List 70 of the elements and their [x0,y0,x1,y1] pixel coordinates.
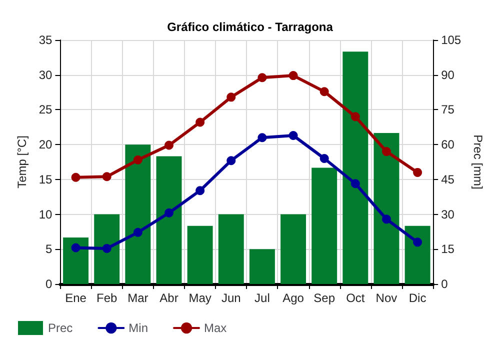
bar [218,214,244,284]
bar [125,144,151,284]
y2-axis-title: Prec [mm] [471,134,485,190]
point [413,238,422,247]
y-tick-label: 20 [38,138,53,152]
bar [374,132,400,284]
point [350,112,360,122]
point [258,73,267,82]
x-tick-label: Dic [408,291,426,305]
y-tick-label: 15 [38,172,53,186]
y2-tick-label: 45 [441,172,455,186]
point [288,71,298,80]
x-tick-label: Nov [376,291,398,305]
point [71,243,80,252]
x-tick-label: May [188,291,212,305]
legend-label: Max [204,321,227,335]
point [350,179,360,188]
x-tick-label: Mar [128,291,148,305]
point [196,118,205,127]
chart-title: Gráfico climático - Tarragona [167,20,334,34]
bar [63,238,89,284]
point [288,131,298,140]
y-tick-label: 10 [38,207,53,222]
y-tick-label: 35 [38,33,53,47]
y2-tick-label: 0 [441,277,448,291]
legend-label: Prec [48,321,73,335]
x-tick-label: Ene [65,291,87,305]
point [320,154,329,164]
bar [280,214,306,284]
x-tick-label: Ago [282,291,304,305]
bar [342,52,368,284]
x-tick-label: Sep [314,291,336,305]
x-tick-label: Jul [254,291,270,305]
point [196,186,205,196]
bar [249,249,275,284]
bar [187,226,213,284]
bar [156,156,182,284]
x-tick-label: Oct [346,291,366,305]
x-tick-label: Feb [96,291,118,305]
y2-tick-label: 75 [441,102,455,117]
point [320,87,329,96]
y-tick-label: 5 [46,242,53,256]
y2-tick-label: 15 [441,242,455,256]
point [226,92,236,102]
point [164,208,174,218]
x-tick-label: Abr [160,291,178,305]
point [102,244,112,253]
y-axis-title: Temp [°C] [15,136,29,188]
y-tick-label: 25 [38,102,53,117]
point [413,168,422,177]
bar [404,226,430,284]
point [133,155,142,164]
y2-tick-label: 105 [441,33,462,47]
y-tick-label: 0 [46,277,53,291]
legend-label: Min [128,321,148,335]
point [71,172,80,182]
point [382,147,391,156]
point [382,214,391,224]
point [102,172,112,182]
bar [94,214,120,284]
x-tick-label: Jun [221,291,241,305]
point [133,228,142,237]
y2-tick-label: 30 [441,207,455,222]
point [258,133,267,142]
bar [312,168,338,284]
point [226,156,236,166]
y-tick-label: 30 [38,68,53,82]
point [164,140,174,150]
y2-tick-label: 60 [441,138,455,152]
y2-tick-label: 90 [441,68,455,82]
